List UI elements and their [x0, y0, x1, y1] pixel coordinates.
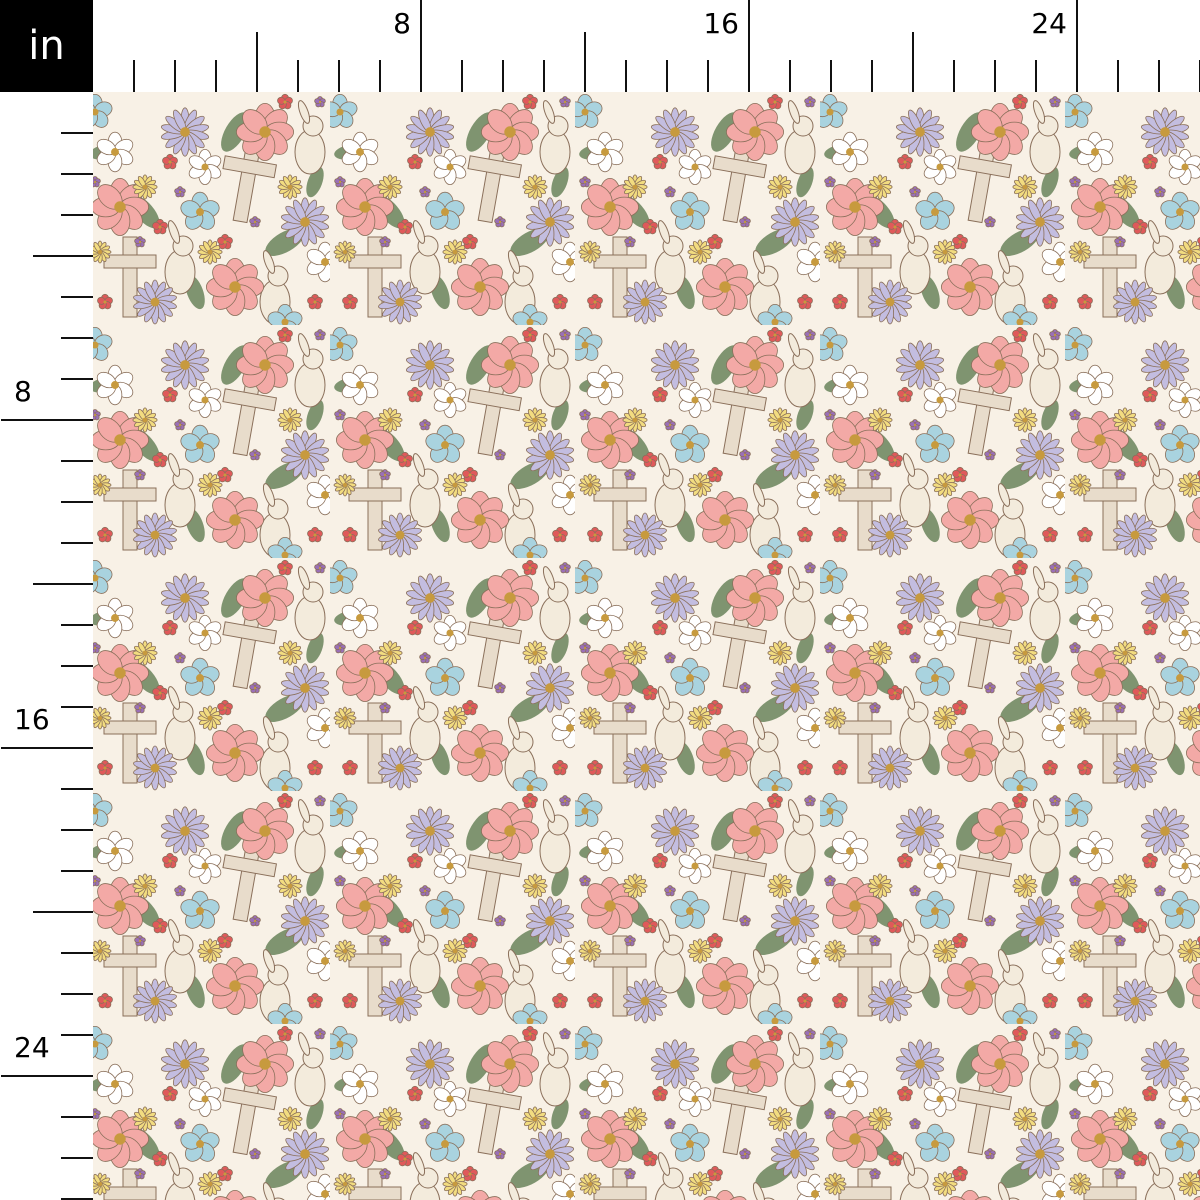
tick [61, 624, 93, 626]
tick [379, 60, 381, 92]
major-tick [420, 0, 422, 92]
tick [256, 32, 258, 92]
left-ruler-label: 8 [14, 375, 32, 408]
tick [61, 952, 93, 954]
major-tick [1, 419, 93, 421]
tick [133, 60, 135, 92]
tick [61, 788, 93, 790]
tick [707, 60, 709, 92]
tick [61, 1157, 93, 1159]
tick [61, 542, 93, 544]
tick [953, 60, 955, 92]
tick [61, 870, 93, 872]
major-tick [1, 1075, 93, 1077]
tick [61, 829, 93, 831]
major-tick [1, 747, 93, 749]
tick [1158, 60, 1160, 92]
tick [61, 1198, 93, 1200]
left-ruler: 8 16 24 [0, 92, 93, 1200]
tick [61, 665, 93, 667]
top-ruler-label: 8 [393, 7, 411, 40]
top-ruler-label: 16 [703, 7, 739, 40]
unit-label: in [0, 0, 93, 92]
tick [61, 173, 93, 175]
tick [1117, 60, 1119, 92]
tick [297, 60, 299, 92]
tick [33, 255, 93, 257]
floral-easter-pattern [93, 92, 1200, 1200]
tick [994, 60, 996, 92]
fabric-swatch [93, 92, 1200, 1200]
tick [461, 60, 463, 92]
left-ruler-label: 24 [14, 1031, 50, 1064]
tick [33, 911, 93, 913]
tick [61, 1116, 93, 1118]
tick [61, 132, 93, 134]
tick [625, 60, 627, 92]
tick [789, 60, 791, 92]
major-tick [748, 0, 750, 92]
tick [215, 60, 217, 92]
top-ruler: 8 16 24 [93, 0, 1200, 92]
tick [1035, 60, 1037, 92]
tick [830, 60, 832, 92]
tick [174, 60, 176, 92]
tick [61, 214, 93, 216]
tick [61, 706, 93, 708]
tick [338, 60, 340, 92]
tick [912, 32, 914, 92]
tick [666, 60, 668, 92]
tick [61, 296, 93, 298]
major-tick [1076, 0, 1078, 92]
tick [61, 460, 93, 462]
top-ruler-label: 24 [1031, 7, 1067, 40]
tick [33, 583, 93, 585]
tick [871, 60, 873, 92]
tick [61, 378, 93, 380]
left-ruler-label: 16 [14, 703, 50, 736]
tick [502, 60, 504, 92]
tick [61, 501, 93, 503]
tick [61, 993, 93, 995]
tick [584, 32, 586, 92]
tick [61, 1034, 93, 1036]
tick [543, 60, 545, 92]
tick [61, 337, 93, 339]
